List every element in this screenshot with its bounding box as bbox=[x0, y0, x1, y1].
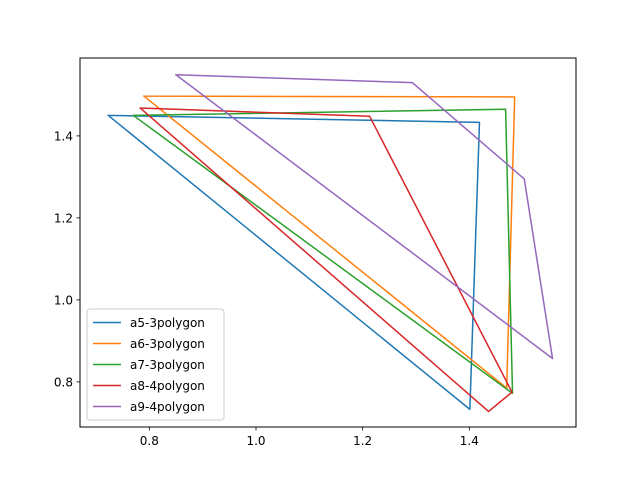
legend-label-a5-3polygon: a5-3polygon bbox=[130, 316, 205, 330]
series-line-a6-3polygon bbox=[142, 95, 516, 389]
x-tick-label: 1.4 bbox=[460, 434, 479, 448]
x-axis: 0.8 1.0 1.2 1.4 bbox=[140, 427, 479, 448]
y-tick-label: 0.8 bbox=[54, 375, 73, 389]
x-tick-label: 1.2 bbox=[353, 434, 372, 448]
series-line-a8-4polygon bbox=[139, 106, 513, 413]
legend-label-a9-4polygon: a9-4polygon bbox=[130, 400, 205, 414]
y-tick-label: 1.0 bbox=[54, 293, 73, 307]
series-layer bbox=[107, 73, 554, 413]
x-tick-label: 1.0 bbox=[246, 434, 265, 448]
series-line-a9-4polygon bbox=[174, 73, 554, 360]
legend-label-a7-3polygon: a7-3polygon bbox=[130, 358, 205, 372]
y-tick-label: 1.2 bbox=[54, 211, 73, 225]
y-tick-label: 1.4 bbox=[54, 129, 73, 143]
legend-label-a8-4polygon: a8-4polygon bbox=[130, 379, 205, 393]
y-axis: 0.8 1.0 1.2 1.4 bbox=[54, 129, 80, 389]
series-line-a7-3polygon bbox=[132, 108, 514, 395]
series-line-a5-3polygon bbox=[107, 114, 481, 411]
legend-box bbox=[86, 308, 225, 421]
legend: a5-3polygon a6-3polygon a7-3polygon a8-4pol… bbox=[86, 308, 225, 421]
legend-label-a6-3polygon: a6-3polygon bbox=[130, 337, 205, 351]
x-tick-label: 0.8 bbox=[140, 434, 159, 448]
plot-frame bbox=[79, 57, 577, 428]
